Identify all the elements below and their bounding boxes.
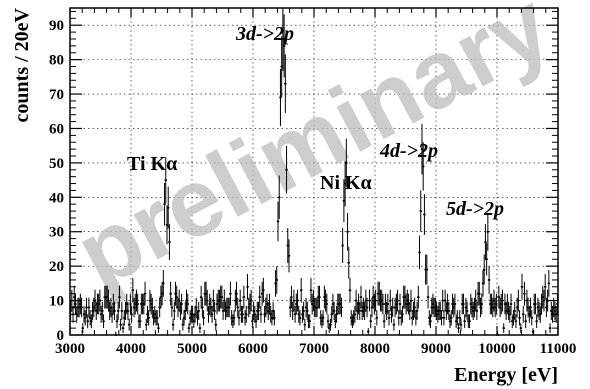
x-tick-label: 11000 — [540, 341, 577, 357]
axis-ticks — [69, 8, 559, 336]
y-tick-label: 70 — [49, 87, 64, 103]
x-tick-label: 4000 — [116, 341, 146, 357]
x-tick-label: 6000 — [238, 341, 268, 357]
y-axis-title: counts / 20eV — [11, 7, 33, 122]
peak-label-4d-2p: 4d->2p — [379, 140, 438, 162]
y-tick-label: 60 — [49, 121, 64, 137]
data-series — [69, 8, 559, 336]
y-tick-label: 20 — [49, 259, 64, 275]
peak-label-5d-2p: 5d->2p — [446, 198, 504, 220]
peak-label-ni-kalpha: Ni Kα — [320, 172, 372, 194]
x-tick-label: 3000 — [55, 341, 85, 357]
y-tick-labels: 0 10 20 30 40 50 60 70 80 90 — [49, 18, 64, 344]
x-tick-label: 7000 — [299, 341, 329, 357]
x-tick-label: 9000 — [421, 341, 451, 357]
peak-label-3d-2p: 3d->2p — [235, 23, 294, 45]
y-tick-label: 10 — [49, 294, 64, 310]
y-tick-label: 50 — [49, 156, 64, 172]
x-axis-title: Energy [eV] — [454, 364, 558, 386]
x-tick-label: 8000 — [360, 341, 390, 357]
y-tick-label: 0 — [57, 328, 65, 344]
y-tick-label: 30 — [49, 225, 64, 241]
x-tick-label: 10000 — [478, 341, 516, 357]
x-tick-labels: 3000 4000 5000 6000 7000 8000 9000 10000 11000 — [55, 341, 576, 357]
y-tick-label: 80 — [49, 53, 64, 69]
peak-label-ti-kalpha: Ti Kα — [127, 153, 177, 175]
x-tick-label: 5000 — [177, 341, 207, 357]
y-tick-label: 40 — [49, 190, 64, 206]
y-tick-label: 90 — [49, 18, 64, 34]
